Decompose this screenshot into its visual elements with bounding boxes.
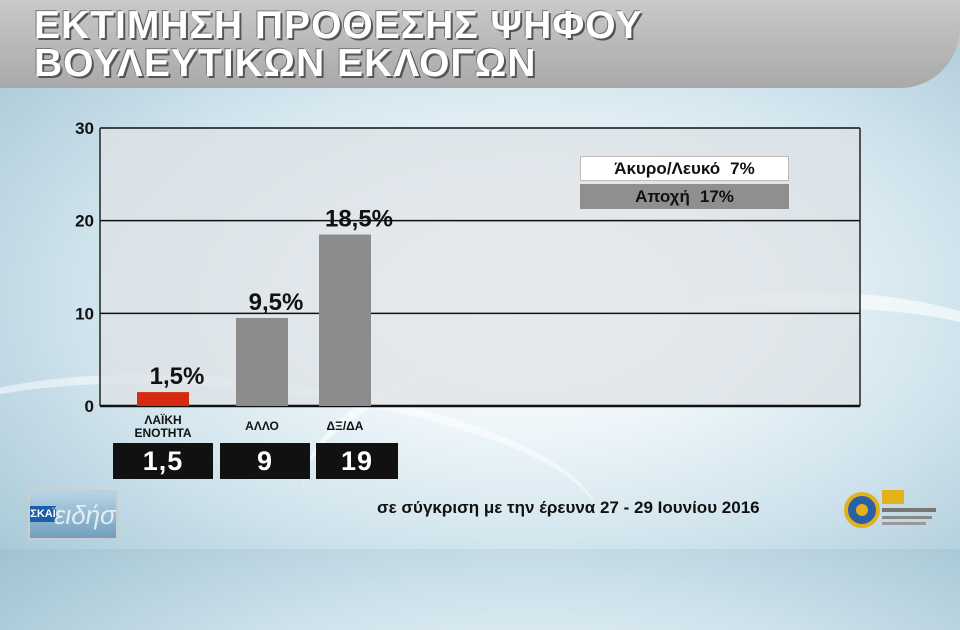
legend-invalid-blank: Άκυρο/Λευκό 7% (580, 156, 789, 181)
footer-note: σε σύγκριση με την έρευνα 27 - 29 Ιουνίο… (377, 498, 760, 517)
x-category-label: ΛΑΪΚΗ (144, 412, 181, 427)
bar-value-label: 18,5% (325, 206, 393, 233)
bar (319, 234, 371, 406)
news-watermark-icon: ειδήσ (54, 500, 116, 530)
university-logo-icon (844, 490, 936, 528)
y-tick-label: 10 (75, 304, 94, 323)
channel-logo: ΣΚΑΪ ειδήσ (28, 490, 118, 540)
x-category-label: ΔΞ/ΔΑ (327, 419, 364, 433)
x-category-label: ΕΝΟΤΗΤΑ (134, 426, 191, 440)
comparison-value-box: 9 (220, 443, 310, 479)
bar-value-label: 9,5% (249, 289, 304, 316)
comparison-value-box: 19 (316, 443, 398, 479)
title-line-1: ΕΚΤΙΜΗΣΗ ΠΡΟΘΕΣΗΣ ΨΗΦΟΥ (34, 4, 643, 47)
legend-abstention: Αποχή 17% (580, 184, 789, 209)
y-tick-label: 0 (85, 397, 94, 416)
title-line-2: ΒΟΥΛΕΥΤΙΚΩΝ ΕΚΛΟΓΩΝ (34, 42, 537, 85)
title-bar: ΕΚΤΙΜΗΣΗ ΠΡΟΘΕΣΗΣ ΨΗΦΟΥ ΒΟΥΛΕΥΤΙΚΩΝ ΕΚΛΟ… (0, 0, 960, 88)
bar-value-label: 1,5% (150, 363, 205, 390)
legend-value: 17% (699, 186, 734, 206)
legend-label: Αποχή (635, 186, 690, 206)
x-category-label: ΑΛΛΟ (245, 419, 279, 433)
y-tick-label: 30 (75, 119, 94, 138)
legend-label: Άκυρο/Λευκό (614, 158, 721, 178)
bar (137, 392, 189, 406)
legend-value: 7% (730, 158, 755, 178)
y-tick-label: 20 (75, 212, 94, 231)
comparison-value-box: 1,5 (113, 443, 213, 479)
bar (236, 317, 288, 406)
channel-logo-badge: ΣΚΑΪ (30, 506, 56, 522)
